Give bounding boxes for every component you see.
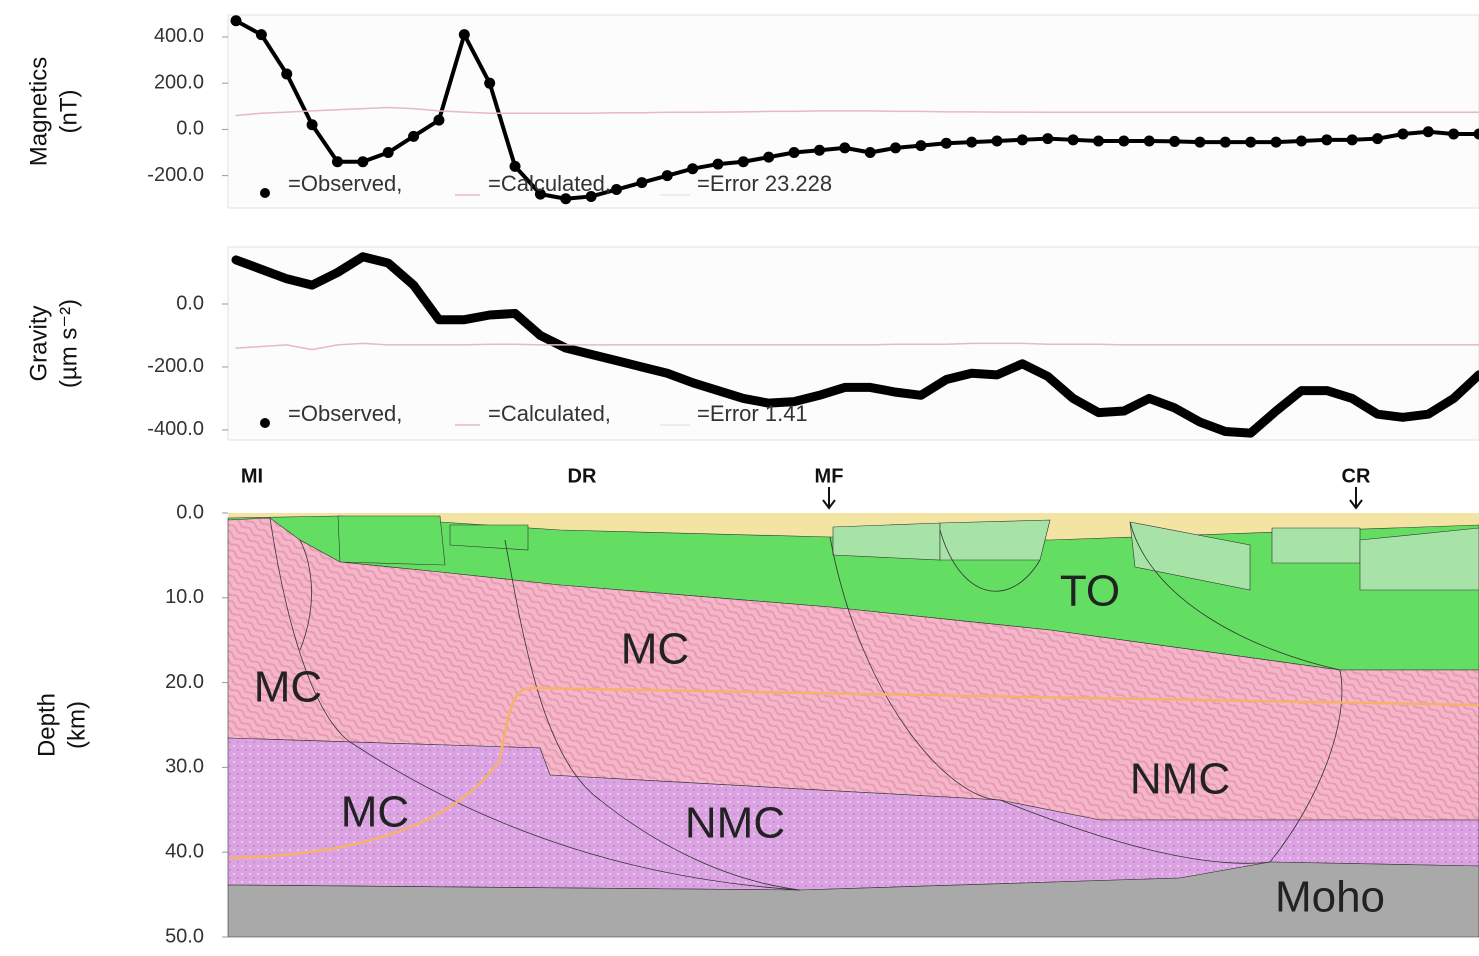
region-label: MC — [621, 625, 689, 674]
data-point — [332, 156, 343, 167]
y-tick-label: 20.0 — [165, 671, 204, 693]
y-tick-label: -400.0 — [147, 418, 204, 440]
data-point — [941, 138, 952, 149]
region-label: NMC — [1130, 755, 1230, 804]
region-label: MC — [254, 663, 322, 712]
light-block — [940, 520, 1050, 560]
data-point — [1042, 133, 1053, 144]
data-point — [1194, 137, 1205, 148]
data-point — [611, 184, 622, 195]
data-point — [459, 29, 470, 40]
data-point — [789, 147, 800, 158]
region-label: NMC — [685, 799, 785, 848]
data-point — [231, 15, 242, 26]
y-tick-label: 30.0 — [165, 756, 204, 778]
data-point — [1423, 126, 1434, 137]
legend-label: =Observed, — [288, 401, 402, 426]
data-point — [992, 135, 1003, 146]
axis-title: (km) — [63, 701, 90, 749]
data-point — [636, 177, 647, 188]
data-point — [839, 142, 850, 153]
axis-title: Gravity — [25, 305, 52, 381]
y-tick-label: 40.0 — [165, 840, 204, 862]
data-point — [1372, 133, 1383, 144]
error-label: =Error 1.41 — [697, 401, 808, 426]
data-point — [763, 152, 774, 163]
data-point — [966, 137, 977, 148]
data-point — [1271, 137, 1282, 148]
data-point — [1220, 137, 1231, 148]
data-point — [1321, 134, 1332, 145]
legend-label: =Observed, — [288, 171, 402, 196]
site-label: MI — [241, 465, 263, 487]
data-point — [357, 156, 368, 167]
data-point — [1118, 135, 1129, 146]
error-label: =Error 23.228 — [697, 171, 832, 196]
figure: 400.0 200.0 0.0 -200.0 Magnetics(nT) =Observe… — [0, 0, 1479, 956]
region-label: TO — [1060, 567, 1120, 616]
data-point — [433, 115, 444, 126]
data-point — [915, 140, 926, 151]
region-label: MC — [341, 788, 409, 837]
legend-swatch — [260, 418, 270, 428]
data-point — [1068, 134, 1079, 145]
site-label: CR — [1342, 465, 1371, 487]
gravity-panel — [228, 247, 1479, 440]
y-tick-label: -200.0 — [147, 164, 204, 186]
data-point — [814, 145, 825, 156]
data-point — [281, 68, 292, 79]
axis-title: Magnetics — [25, 57, 52, 166]
legend-label: =Calculated, — [488, 171, 611, 196]
green-block — [338, 516, 445, 565]
site-label: DR — [568, 465, 597, 487]
y-tick-label: 0.0 — [176, 118, 204, 140]
axis-title: (µm s⁻²) — [55, 299, 82, 388]
data-point — [408, 131, 419, 142]
axis-title: Depth — [33, 693, 60, 757]
legend-swatch — [260, 188, 270, 198]
data-point — [1169, 136, 1180, 147]
data-point — [712, 159, 723, 170]
data-point — [1017, 134, 1028, 145]
data-point — [1347, 134, 1358, 145]
data-point — [1144, 135, 1155, 146]
data-point — [865, 147, 876, 158]
y-tick-label: 0.0 — [176, 292, 204, 314]
axis-title: (nT) — [55, 90, 82, 134]
data-point — [1448, 129, 1459, 140]
section-model — [228, 487, 1479, 937]
region-label: Moho — [1275, 873, 1385, 922]
y-tick-label: -200.0 — [147, 355, 204, 377]
data-point — [484, 78, 495, 89]
data-point — [1397, 129, 1408, 140]
data-point — [1093, 135, 1104, 146]
legend-label: =Calculated, — [488, 401, 611, 426]
data-point — [256, 29, 267, 40]
site-arrows — [823, 487, 1362, 508]
data-point — [383, 147, 394, 158]
site-label: MF — [815, 465, 844, 487]
data-point — [307, 119, 318, 130]
light-block — [833, 523, 940, 560]
data-point — [1245, 137, 1256, 148]
y-tick-label: 200.0 — [154, 71, 204, 93]
y-tick-label: 0.0 — [176, 501, 204, 523]
data-point — [1296, 135, 1307, 146]
y-tick-label: 400.0 — [154, 25, 204, 47]
data-point — [890, 142, 901, 153]
data-point — [662, 170, 673, 181]
y-tick-label: 50.0 — [165, 925, 204, 947]
y-tick-label: 10.0 — [165, 586, 204, 608]
data-point — [738, 156, 749, 167]
light-block — [1272, 528, 1360, 563]
